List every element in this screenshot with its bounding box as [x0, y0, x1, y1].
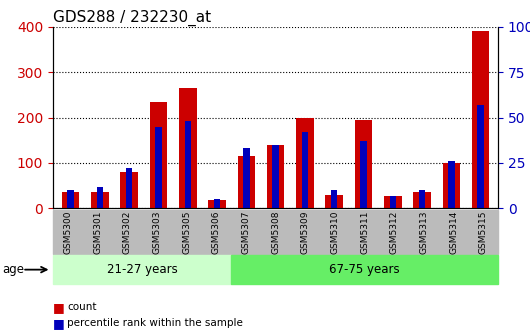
Bar [179, 88, 197, 208]
Text: 67-75 years: 67-75 years [329, 263, 400, 276]
Bar [120, 172, 138, 208]
Bar [237, 156, 255, 208]
Bar [325, 195, 343, 208]
Bar [208, 200, 226, 208]
Text: GSM5303: GSM5303 [153, 210, 161, 254]
Bar [149, 102, 167, 208]
Bar [96, 186, 103, 208]
Bar [413, 193, 431, 208]
Text: GSM5314: GSM5314 [449, 210, 458, 254]
Bar [272, 145, 279, 208]
Bar [478, 105, 484, 208]
Text: GSM5300: GSM5300 [64, 210, 72, 254]
Text: percentile rank within the sample: percentile rank within the sample [67, 318, 243, 328]
Bar [419, 190, 425, 208]
Bar [91, 193, 109, 208]
Text: age: age [3, 263, 25, 276]
Bar [472, 32, 489, 208]
Text: GSM5313: GSM5313 [420, 210, 428, 254]
Text: count: count [67, 302, 97, 312]
Text: GSM5310: GSM5310 [331, 210, 339, 254]
Text: GSM5311: GSM5311 [360, 210, 369, 254]
Text: GSM5308: GSM5308 [271, 210, 280, 254]
Text: GDS288 / 232230_at: GDS288 / 232230_at [53, 9, 211, 26]
Bar [390, 196, 396, 208]
Text: 21-27 years: 21-27 years [107, 263, 178, 276]
Bar [331, 190, 338, 208]
Bar [214, 199, 220, 208]
Text: GSM5305: GSM5305 [182, 210, 191, 254]
Text: GSM5302: GSM5302 [123, 210, 131, 254]
Bar [355, 120, 372, 208]
Text: ■: ■ [53, 317, 65, 330]
Bar [67, 190, 74, 208]
Bar [243, 149, 250, 208]
Text: GSM5306: GSM5306 [212, 210, 220, 254]
Text: GSM5312: GSM5312 [390, 210, 399, 254]
Bar [384, 196, 402, 208]
Text: GSM5309: GSM5309 [301, 210, 310, 254]
Bar [184, 121, 191, 208]
Bar [267, 145, 285, 208]
Text: ■: ■ [53, 301, 65, 314]
Bar [155, 127, 162, 208]
Bar [62, 193, 80, 208]
Bar [126, 168, 132, 208]
Bar [360, 141, 367, 208]
Bar [296, 118, 314, 208]
Text: GSM5301: GSM5301 [93, 210, 102, 254]
Text: GSM5307: GSM5307 [242, 210, 250, 254]
Bar [448, 161, 455, 208]
Bar [443, 163, 460, 208]
Bar [302, 132, 308, 208]
Text: GSM5315: GSM5315 [479, 210, 488, 254]
